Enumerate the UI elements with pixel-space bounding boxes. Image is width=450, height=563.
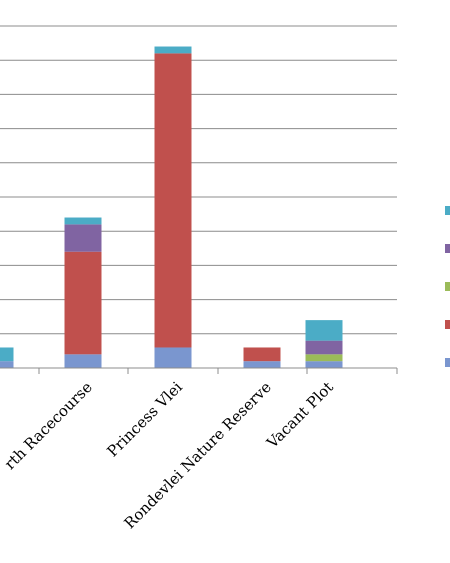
legend-swatch xyxy=(445,358,450,367)
bar-segment xyxy=(0,347,14,362)
x-tick-label: Rondevlei Nature Reserve xyxy=(121,378,275,532)
bar-segment xyxy=(154,46,192,54)
bar-segment xyxy=(154,53,192,348)
bar-segment xyxy=(305,361,343,368)
legend-swatch xyxy=(445,244,450,253)
bar-segment xyxy=(0,361,14,368)
legend xyxy=(445,206,450,367)
bar-segment xyxy=(305,340,343,355)
legend-swatch xyxy=(445,282,450,291)
x-axis xyxy=(0,367,398,374)
bar-segment xyxy=(64,224,102,252)
bar-segment xyxy=(305,354,343,362)
bar-segment xyxy=(305,320,343,341)
x-tick-label: Vacant Plot xyxy=(262,378,336,452)
gridlines xyxy=(0,25,397,369)
legend-swatch xyxy=(445,320,450,329)
x-tick-label: rth Racecourse xyxy=(1,378,96,473)
x-tick-label: Princess Vlei xyxy=(103,378,185,460)
bar-segment xyxy=(64,251,102,355)
bar-segment xyxy=(243,347,281,362)
bar-segment xyxy=(64,217,102,225)
bar-segment xyxy=(64,354,102,368)
bar-segment xyxy=(243,361,281,368)
bars xyxy=(0,46,343,368)
bar-segment xyxy=(154,347,192,368)
legend-swatch xyxy=(445,206,450,215)
